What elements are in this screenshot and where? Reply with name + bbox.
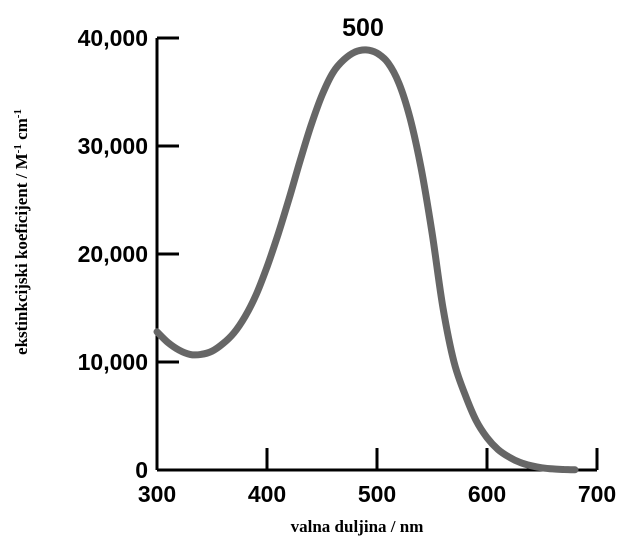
y-tick-label: 0: [135, 457, 148, 483]
series: [153, 46, 579, 474]
labels: 0 10,000 20,000 30,000 40,000 300 400 500 600 700…: [12, 14, 616, 536]
y-axis-title: ekstinkcijski koeficijent / M-1 cm-1: [12, 109, 31, 355]
y-tick-label: 30,000: [78, 133, 148, 159]
y-tick-label: 20,000: [78, 241, 148, 267]
ticks: [155, 36, 599, 472]
x-tick-label: 300: [138, 481, 176, 507]
y-tick-label: 10,000: [78, 349, 148, 375]
x-tick-label: 600: [468, 481, 506, 507]
peak-annotation: 500: [342, 14, 384, 42]
x-axis-title: valna duljina / nm: [291, 517, 424, 536]
x-tick-label: 400: [248, 481, 286, 507]
absorption-curve: [153, 46, 579, 474]
axes: [155, 38, 597, 472]
x-tick-label: 700: [578, 481, 616, 507]
y-tick-label: 40,000: [78, 25, 148, 51]
x-tick-label: 500: [358, 481, 396, 507]
